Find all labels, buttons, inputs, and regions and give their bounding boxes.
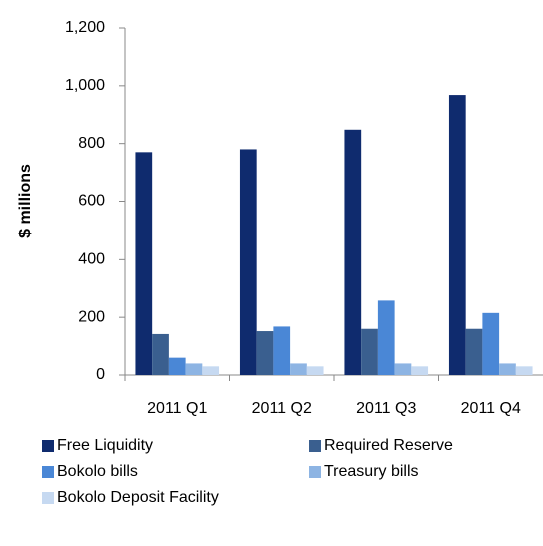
bar [499, 363, 516, 375]
bar [256, 331, 274, 375]
legend-swatch [42, 440, 54, 452]
bar [344, 129, 362, 375]
bar [168, 357, 186, 375]
bar [185, 363, 203, 375]
bar [411, 366, 429, 375]
y-tick-label: 400 [78, 251, 105, 268]
bar [377, 300, 395, 375]
legend-label: Required Reserve [324, 437, 453, 454]
legend-label: Free Liquidity [57, 437, 153, 454]
bar [202, 366, 220, 375]
y-tick-label: 1,000 [65, 77, 105, 94]
bar [273, 326, 291, 375]
x-tick-label: 2011 Q1 [147, 400, 207, 417]
bar [448, 95, 466, 375]
y-tick-label: 600 [78, 193, 105, 210]
bar [361, 328, 378, 375]
bar [239, 149, 257, 375]
legend-swatch [42, 466, 54, 478]
bar [482, 312, 500, 375]
bar [290, 363, 307, 375]
bar [152, 333, 169, 375]
y-tick-label: 200 [78, 308, 105, 325]
bar [135, 152, 153, 375]
bar [515, 366, 533, 375]
x-tick-label: 2011 Q2 [252, 400, 312, 417]
legend-swatch [42, 492, 54, 504]
y-tick-label: 0 [96, 366, 105, 383]
legend-swatch [309, 466, 321, 478]
bar [306, 366, 324, 375]
legend-label: Bokolo Deposit Facility [57, 489, 219, 506]
bar [394, 363, 412, 375]
y-tick-label: 800 [78, 135, 105, 152]
x-tick-label: 2011 Q4 [461, 400, 521, 417]
x-tick-label: 2011 Q3 [356, 400, 416, 417]
legend-label: Treasury bills [324, 463, 419, 480]
bar [465, 328, 483, 375]
y-tick-label: 1,200 [65, 19, 105, 36]
legend-swatch [309, 440, 321, 452]
legend-label: Bokolo bills [57, 463, 138, 480]
y-axis-label: $ millions [17, 164, 34, 238]
